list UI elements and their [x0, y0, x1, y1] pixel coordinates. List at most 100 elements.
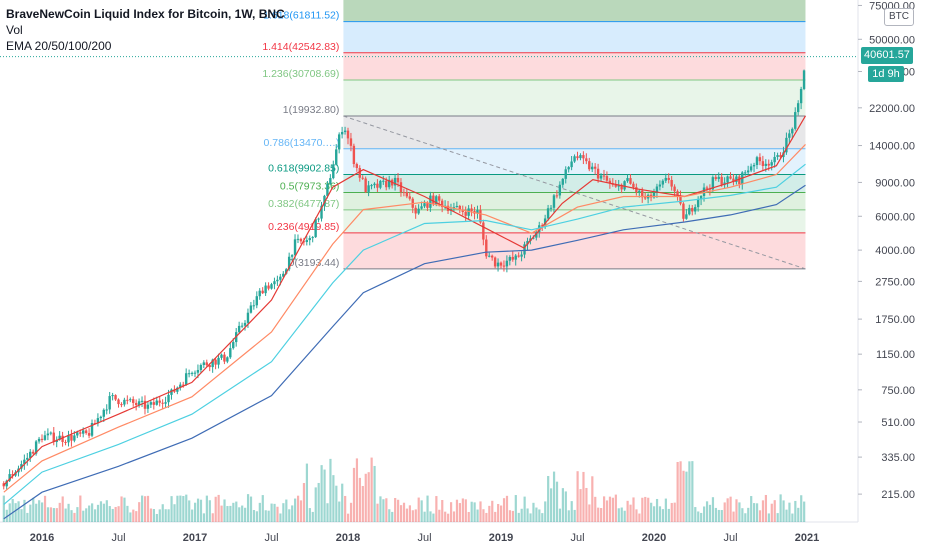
- candle-body: [767, 163, 770, 166]
- volume-bar: [58, 502, 61, 522]
- candle-body: [670, 179, 673, 187]
- time-tick-label: 2021: [795, 532, 819, 544]
- candle-body: [502, 265, 506, 267]
- volume-bar: [99, 501, 103, 522]
- volume-bar: [220, 505, 223, 522]
- candle-body: [711, 177, 715, 190]
- candle-body: [332, 164, 335, 179]
- candle-body: [620, 184, 623, 190]
- candle-body: [140, 400, 144, 402]
- candle-body: [126, 399, 129, 401]
- volume-bar: [141, 495, 144, 522]
- volume-bar: [714, 507, 717, 522]
- volume-bar: [611, 497, 615, 522]
- volume-bar: [547, 475, 550, 522]
- candle-body: [34, 441, 38, 454]
- candle-body: [87, 433, 91, 436]
- candle-body: [287, 256, 291, 270]
- volume-bar: [476, 509, 479, 522]
- volume-bar: [494, 511, 497, 522]
- volume-bar: [500, 505, 503, 522]
- volume-bar: [738, 502, 741, 522]
- volume-bar: [211, 513, 214, 522]
- candle-body: [555, 195, 559, 197]
- symbol-button[interactable]: BTC: [884, 8, 914, 26]
- candle-body: [732, 178, 735, 183]
- fib-zone: [343, 174, 806, 193]
- price-axis[interactable]: [858, 0, 932, 550]
- volume-bar: [520, 508, 523, 522]
- volume-bar: [317, 482, 320, 522]
- volume-bar: [532, 502, 535, 522]
- candle-body: [420, 206, 423, 209]
- candle-body: [370, 185, 373, 187]
- candle-body: [464, 211, 467, 216]
- candle-body: [358, 167, 361, 178]
- volume-bar: [582, 471, 585, 522]
- candle-body: [599, 175, 603, 179]
- candle-body: [167, 394, 170, 403]
- candle-body: [243, 322, 247, 326]
- price-tick-label: 510.00: [881, 417, 915, 429]
- candle-body: [335, 149, 338, 165]
- candle-body: [46, 433, 50, 436]
- candle-body: [546, 208, 550, 219]
- volume-bar: [361, 485, 364, 522]
- candle-body: [773, 156, 776, 163]
- chart-title: BraveNewCoin Liquid Index for Bitcoin, 1…: [6, 7, 285, 21]
- candle-body: [485, 239, 488, 257]
- volume-bar: [782, 500, 785, 522]
- volume-bar: [723, 502, 726, 522]
- candlesticks[interactable]: [2, 69, 806, 491]
- fib-retracement[interactable]: 0(3193.44) 0.236(4919.85) 0.382(6477.87) 0.…: [262, 0, 806, 270]
- volume-bar: [320, 465, 323, 522]
- candle-body: [699, 195, 703, 200]
- candle-body: [720, 176, 723, 185]
- volume-bar: [591, 476, 594, 522]
- candle-body: [402, 192, 406, 194]
- volume-bar: [523, 496, 526, 522]
- volume-bar: [82, 510, 85, 522]
- volume-bar: [429, 511, 432, 522]
- volume-bar: [485, 512, 488, 522]
- volume-bar: [770, 503, 773, 522]
- volume-bar: [800, 495, 803, 522]
- candle-body: [602, 175, 606, 177]
- candle-body: [576, 156, 579, 159]
- volume-bar: [564, 491, 567, 522]
- volume-bar: [335, 485, 338, 522]
- candle-body: [326, 183, 329, 196]
- volume-bar: [282, 503, 285, 522]
- volume-bar: [555, 481, 559, 522]
- volume-bar: [473, 502, 476, 522]
- fib-zone: [343, 232, 806, 269]
- volume-indicator-label: Vol: [6, 23, 23, 37]
- volume-bar: [535, 507, 538, 522]
- candle-body: [696, 199, 700, 208]
- candle-body: [714, 177, 717, 179]
- volume-bar: [120, 496, 123, 522]
- volume-bar: [452, 511, 456, 522]
- volume-bar: [149, 508, 153, 522]
- volume-bar: [314, 487, 317, 522]
- volume-bar: [511, 510, 514, 522]
- candle-body: [120, 404, 123, 406]
- fib-level-label: 0.5(7973.36): [280, 181, 340, 193]
- volume-bar: [482, 509, 485, 522]
- candle-body: [114, 395, 117, 400]
- price-tick-label: 335.00: [881, 452, 915, 464]
- candle-body: [414, 207, 417, 214]
- volume-bar: [538, 509, 541, 522]
- candle-body: [540, 225, 544, 227]
- volume-bar: [788, 502, 791, 522]
- candle-body: [182, 384, 185, 386]
- candle-body: [752, 165, 756, 167]
- volume-bar: [241, 505, 244, 522]
- candle-body: [364, 178, 367, 192]
- volume-bar: [238, 507, 241, 522]
- candle-body: [296, 238, 300, 240]
- candle-body: [105, 409, 108, 411]
- volume-bar: [49, 507, 53, 522]
